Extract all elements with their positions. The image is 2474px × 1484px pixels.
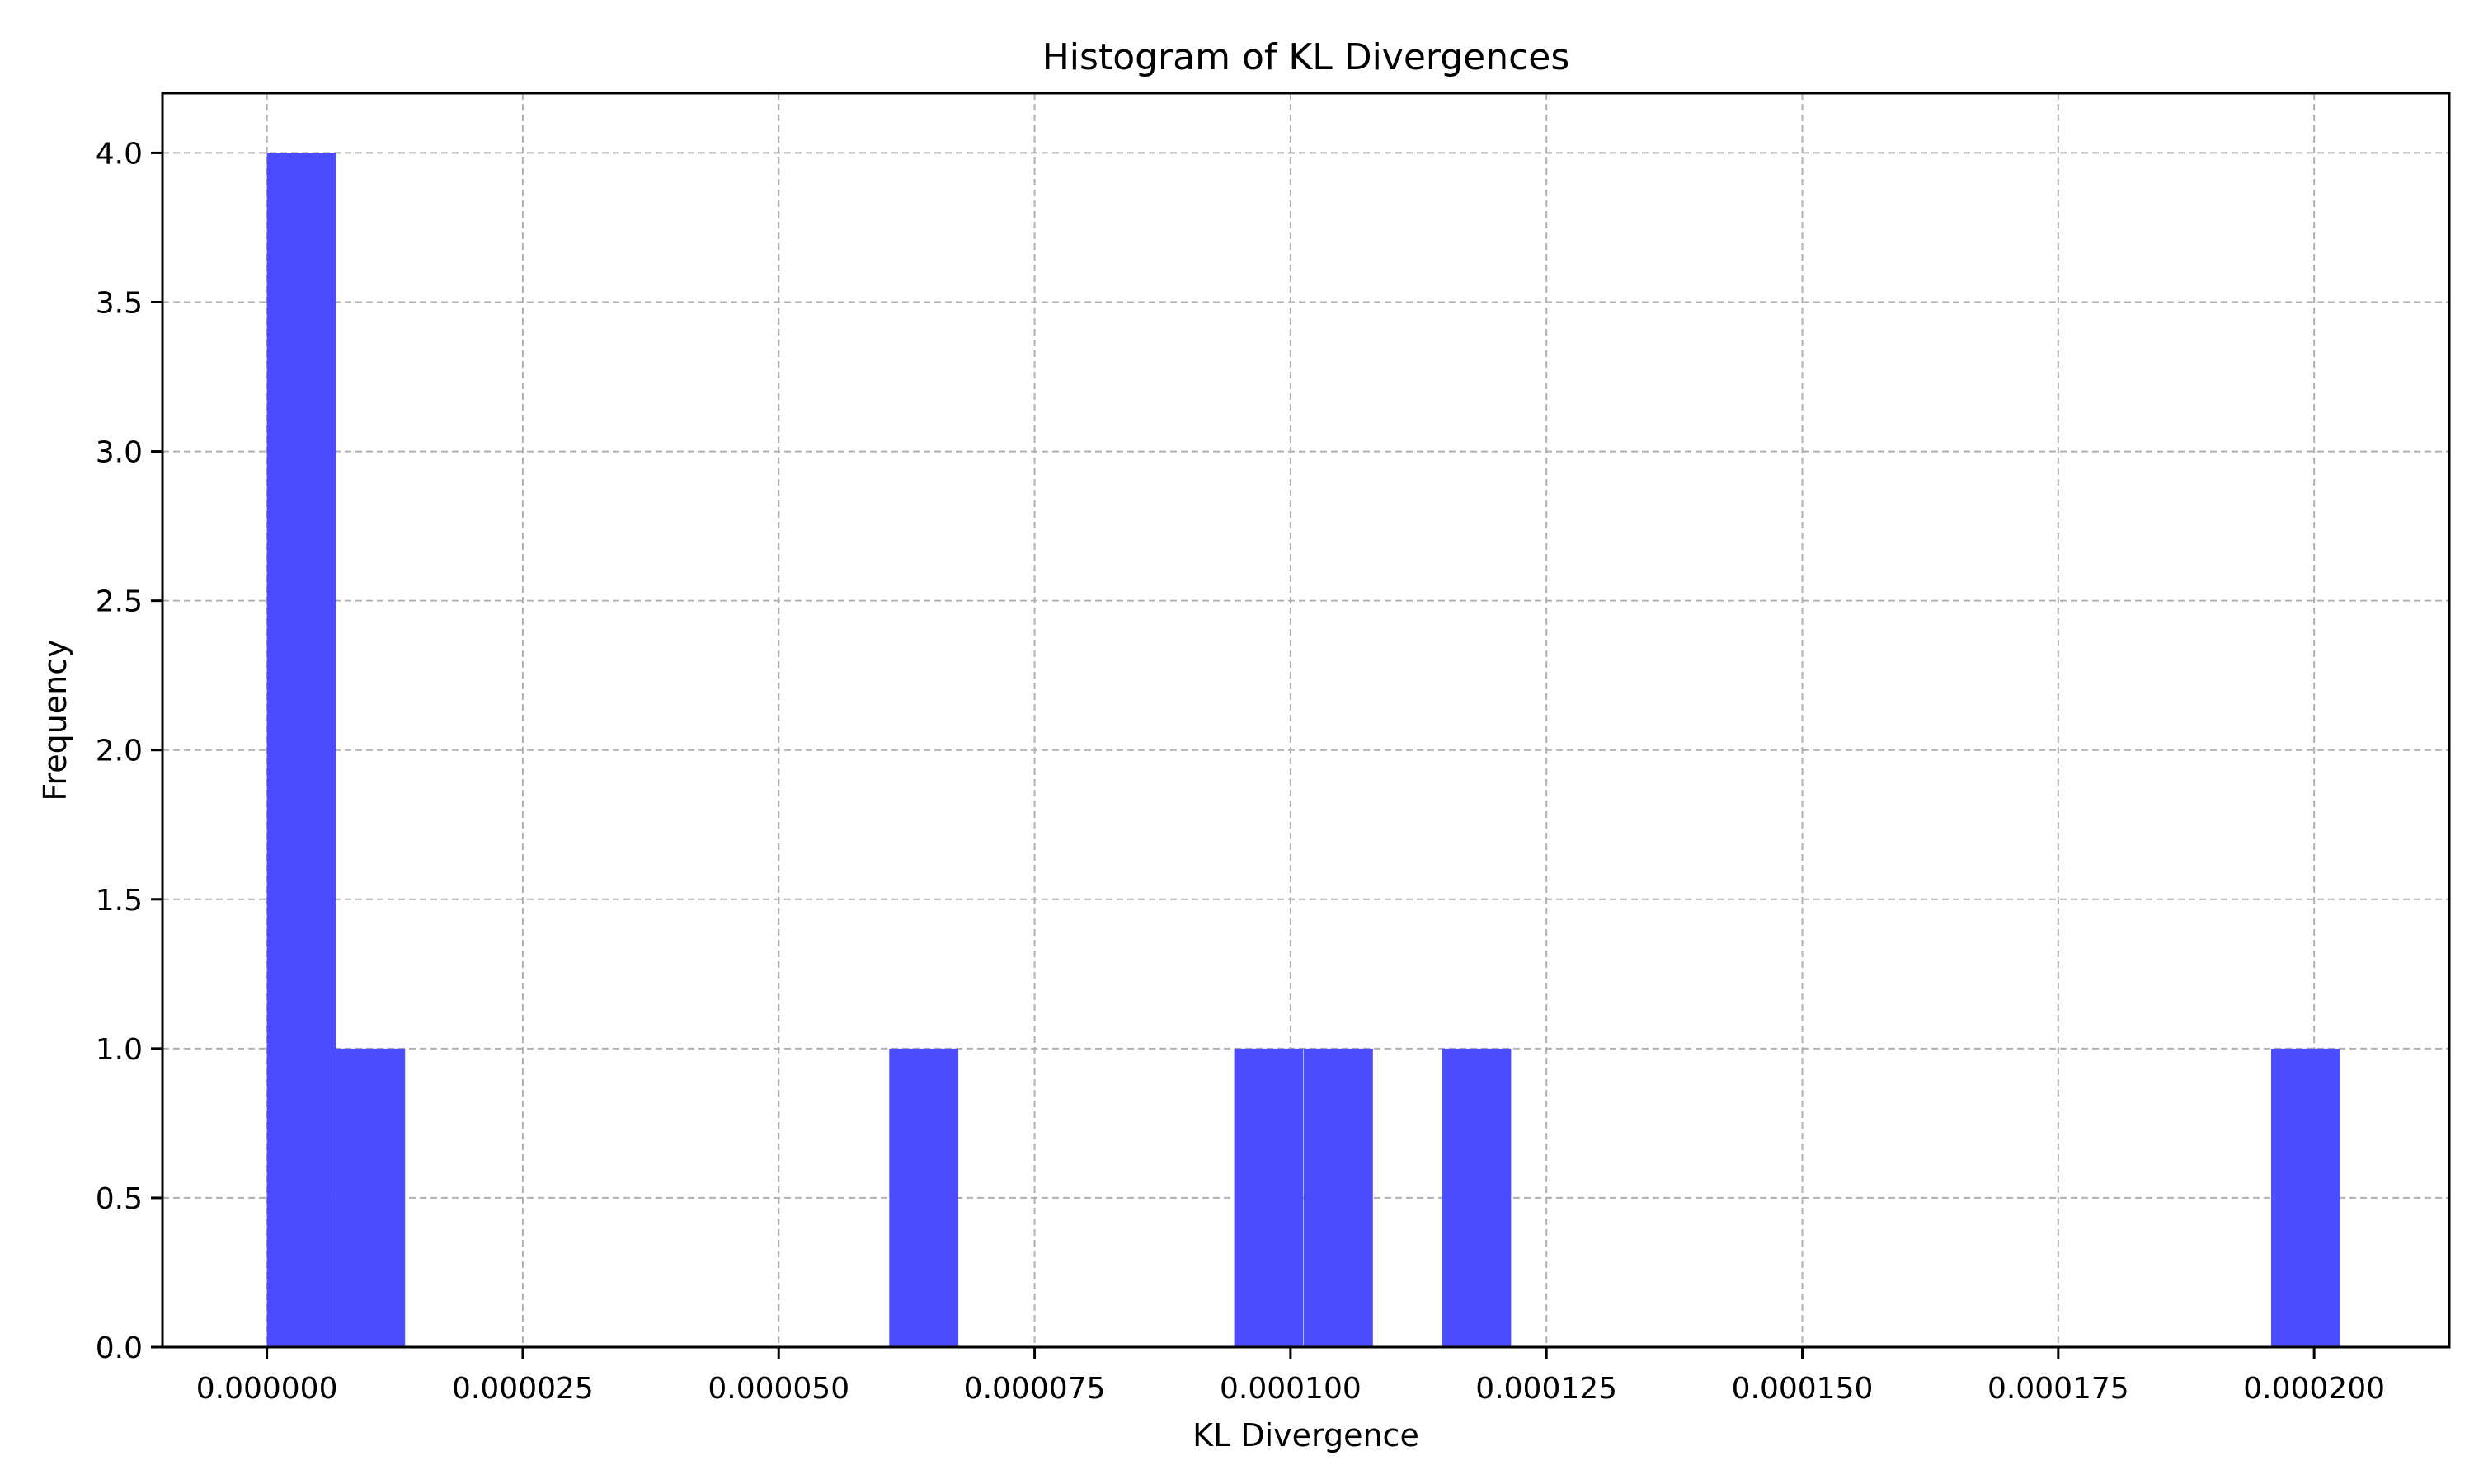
y-tick-label-2: 1.0 [96,1033,143,1067]
y-tick-label-7: 3.5 [96,287,143,321]
x-axis-label: KL Divergence [1192,1417,1419,1453]
y-tick-label-3: 1.5 [96,884,143,918]
y-tick-label-5: 2.5 [96,585,143,619]
ticks-layer: 0.000000 0.000025 0.000050 0.000075 0.000100… [96,137,2385,1406]
x-tick-label-5: 0.000125 [1475,1372,1617,1406]
y-tick-label-8: 4.0 [96,137,143,171]
y-tick-label-1: 0.5 [96,1182,143,1216]
y-tick-label-6: 3.0 [96,436,143,470]
x-tick-label-6: 0.000150 [1732,1372,1874,1406]
x-tick-label-7: 0.000175 [1987,1372,2129,1406]
histogram-bar-1 [336,1048,406,1347]
plot-frame [161,92,2451,1349]
histogram-bar-6 [2271,1048,2340,1347]
x-tick-label-4: 0.000100 [1220,1372,1362,1406]
histogram-bar-2 [889,1048,959,1347]
y-tick-label-4: 2.0 [96,735,143,768]
x-tick-label-8: 0.000200 [2243,1372,2385,1406]
x-tick-label-3: 0.000075 [964,1372,1106,1406]
bars-layer [266,153,2340,1347]
histogram-bar-0 [266,153,336,1347]
y-axis-label: Frequency [37,639,73,801]
x-tick-label-0: 0.000000 [196,1372,338,1406]
chart-title: Histogram of KL Divergences [1042,36,1570,78]
x-tick-label-1: 0.000025 [452,1372,594,1406]
y-tick-label-0: 0.0 [96,1331,143,1365]
x-tick-label-2: 0.000050 [708,1372,849,1406]
histogram-bar-5 [1442,1048,1512,1347]
histogram-bar-4 [1304,1048,1373,1347]
histogram-bar-3 [1234,1048,1304,1347]
